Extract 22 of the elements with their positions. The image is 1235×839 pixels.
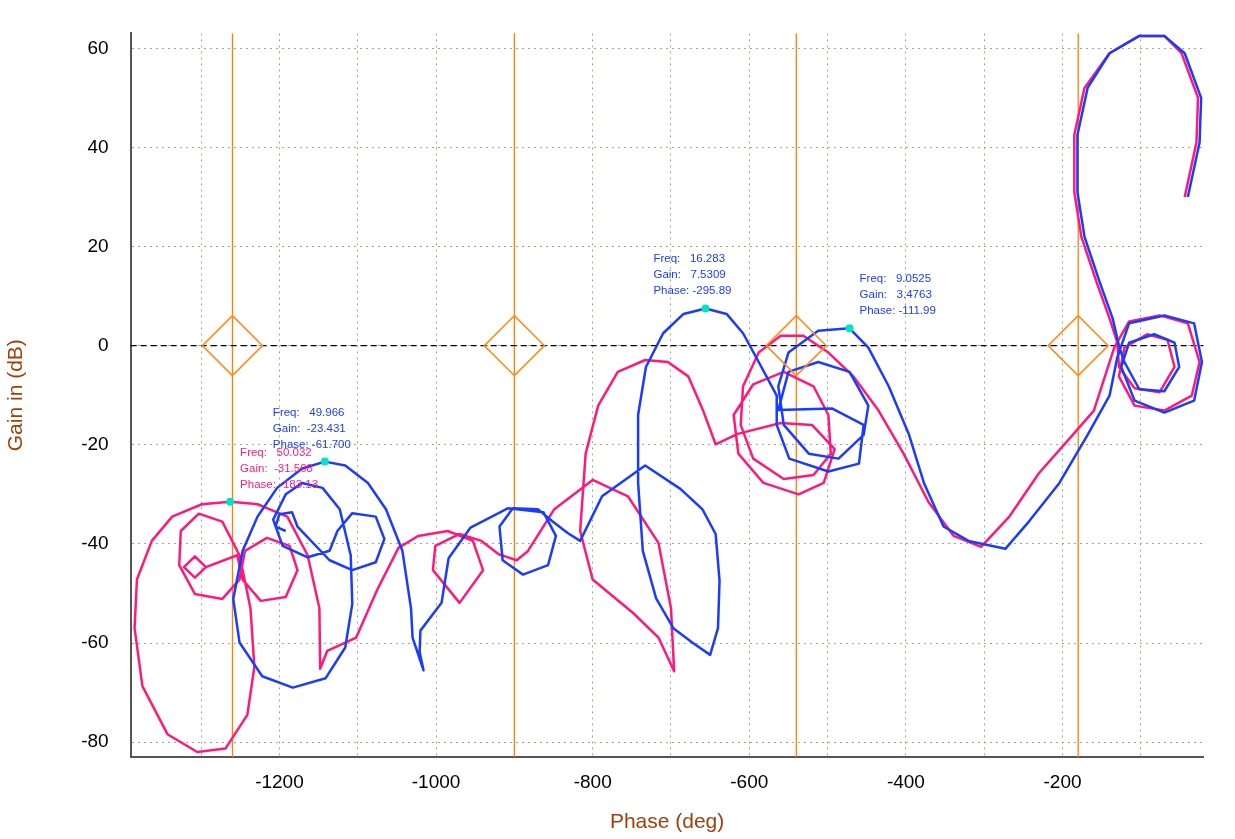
point xyxy=(201,314,264,377)
point xyxy=(483,314,546,377)
point xyxy=(765,314,828,377)
y-tick-label: -20 xyxy=(81,433,109,454)
x-tick-label: -400 xyxy=(886,770,925,792)
y-tick-label: -80 xyxy=(81,730,109,752)
x-tick-label: -200 xyxy=(1043,770,1082,792)
y-tick-label: -40 xyxy=(81,532,109,554)
point xyxy=(1047,314,1109,377)
x-tick-label: -1000 xyxy=(411,770,461,792)
y-tick-label: 0 xyxy=(98,333,109,355)
x-tick-label: -800 xyxy=(573,770,612,792)
y-tick-label: 40 xyxy=(87,135,109,157)
x-tick-label: -600 xyxy=(730,770,769,792)
y-tick-label: 20 xyxy=(87,234,109,256)
y-tick-label: 60 xyxy=(87,36,109,58)
annotation: Freq: 9.0525 Gain: 3.4763 Phase: -111.99 xyxy=(859,272,936,317)
x-axis-title: Phase (deg) xyxy=(609,809,725,833)
y-tick-label: -60 xyxy=(81,631,109,653)
x-tick-label: -1200 xyxy=(255,770,304,792)
annotation: Freq: 16.283 Gain: 7.5309 Phase: -295.89 xyxy=(653,252,732,297)
y-axis-title: Gain in (dB) xyxy=(3,339,27,452)
